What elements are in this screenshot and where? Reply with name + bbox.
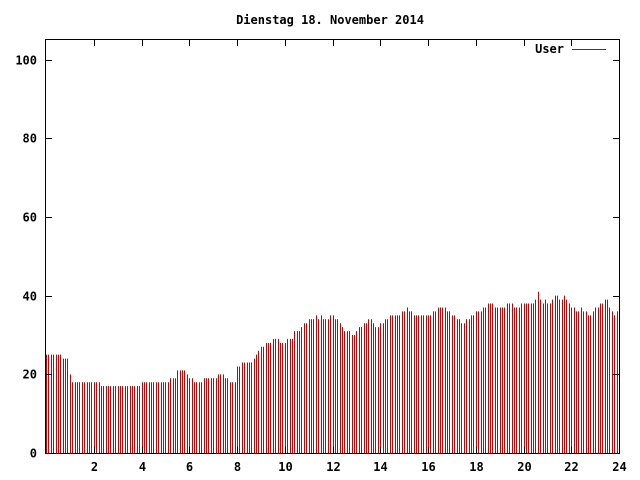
y-tick-label: 20 [23,368,37,382]
x-tick-label: 18 [469,460,483,474]
x-tick-label: 12 [326,460,340,474]
x-tick-label: 10 [278,460,292,474]
plot-border [45,39,620,454]
y-tick-label: 60 [23,211,37,225]
legend: User [535,42,606,56]
x-tick-label: 4 [139,460,146,474]
x-tick-label: 24 [612,460,626,474]
x-tick-label: 2 [91,460,98,474]
x-tick-label: 6 [186,460,193,474]
x-axis-ticks: 2 4 6 8 10 12 14 16 18 20 22 24 [91,40,627,474]
y-tick-label: 80 [23,132,37,146]
y-axis-ticks: 0 20 40 60 80 100 [15,54,619,461]
y-tick-label: 100 [15,54,37,68]
x-tick-label: 22 [564,460,578,474]
legend-label-user: User [535,42,564,56]
y-tick-label: 40 [23,290,37,304]
x-tick-label: 8 [234,460,241,474]
x-tick-label: 20 [517,460,531,474]
chart-title: Dienstag 18. November 2014 [236,13,424,27]
y-tick-label: 0 [30,447,37,461]
series-user-bars [46,291,618,453]
x-tick-label: 14 [373,460,387,474]
x-tick-label: 16 [421,460,435,474]
